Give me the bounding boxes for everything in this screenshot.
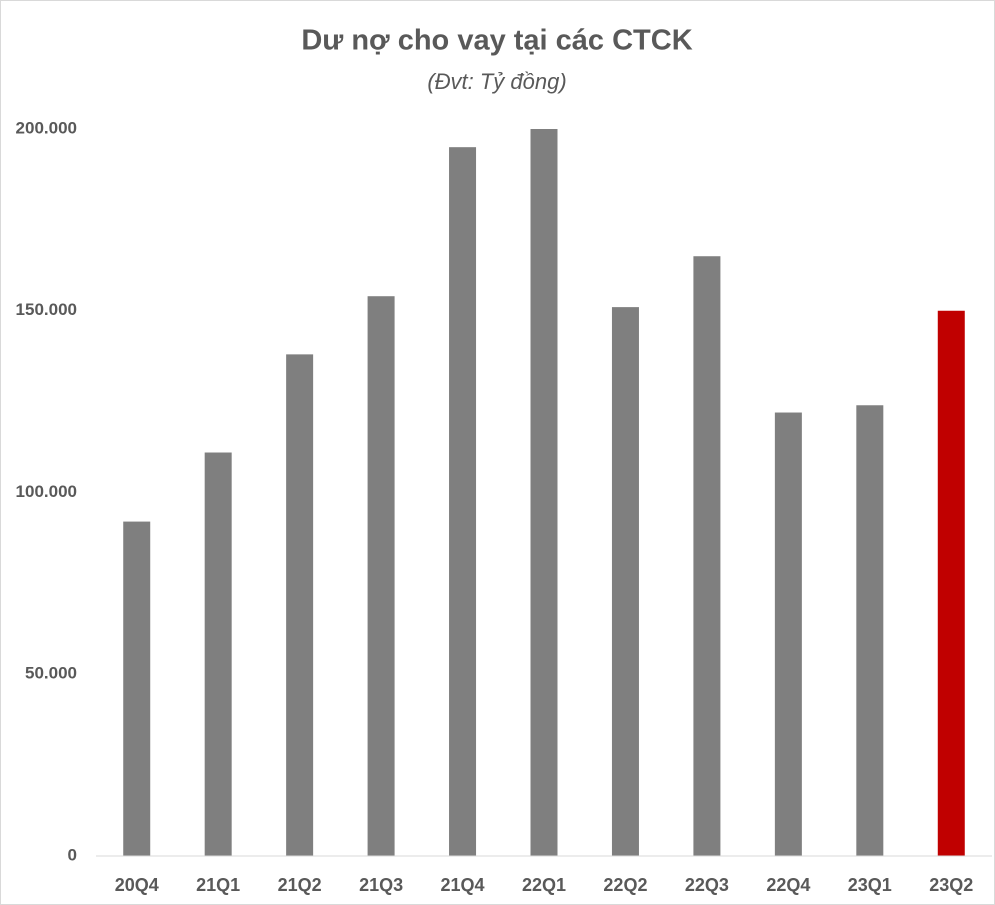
bar	[123, 521, 151, 856]
x-tick-label: 21Q2	[278, 875, 322, 895]
x-tick-label: 22Q4	[766, 875, 810, 895]
bar	[693, 256, 721, 857]
bar	[856, 405, 884, 856]
bar	[286, 354, 314, 856]
x-tick-label: 23Q1	[848, 875, 892, 895]
x-tick-label: 22Q1	[522, 875, 566, 895]
x-tick-label: 23Q2	[929, 875, 973, 895]
bar	[774, 412, 802, 856]
y-tick-label: 100.000	[16, 482, 77, 501]
bar	[611, 307, 639, 856]
y-tick-label: 0	[68, 845, 77, 864]
bar	[937, 310, 965, 856]
x-tick-label: 21Q1	[196, 875, 240, 895]
chart-title: Dư nợ cho vay tại các CTCK	[301, 25, 692, 57]
x-tick-label: 22Q2	[603, 875, 647, 895]
x-tick-label: 22Q3	[685, 875, 729, 895]
y-tick-label: 50.000	[25, 664, 77, 683]
bar	[367, 296, 395, 857]
x-tick-label: 21Q4	[441, 875, 485, 895]
x-tick-label: 21Q3	[359, 875, 403, 895]
y-tick-label: 200.000	[16, 118, 77, 137]
chart-subtitle: (Đvt: Tỷ đồng)	[427, 69, 566, 94]
bar	[530, 129, 558, 856]
y-tick-label: 150.000	[16, 300, 77, 319]
x-tick-label: 20Q4	[115, 875, 159, 895]
bar	[449, 147, 477, 857]
bar	[204, 452, 232, 856]
